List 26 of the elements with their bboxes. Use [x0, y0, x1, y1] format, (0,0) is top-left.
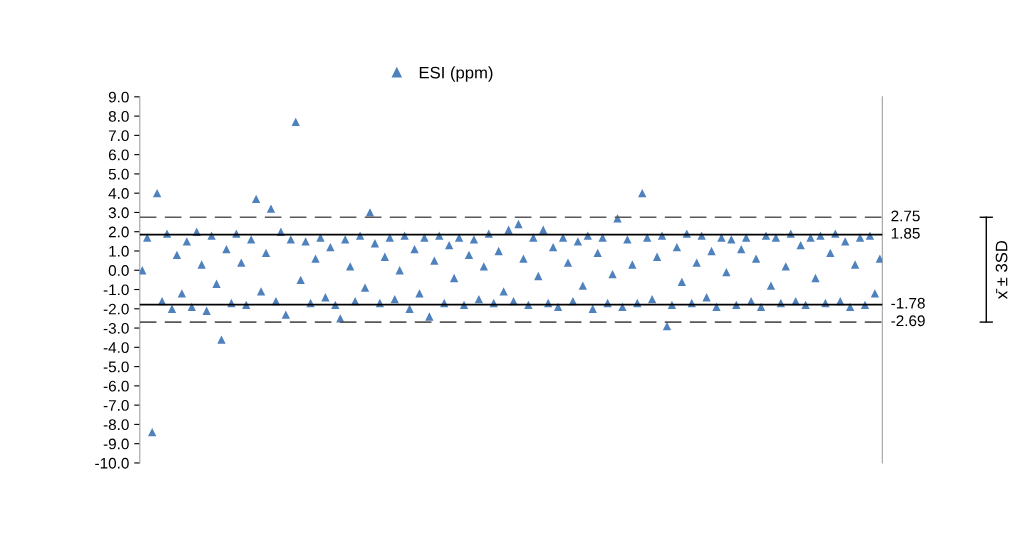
- ref-line-label: -1.78: [891, 297, 925, 309]
- y-tick-label: 2.0: [108, 226, 129, 238]
- text: x̄ ± 3SD: [995, 240, 1008, 300]
- y-tick-label: 6.0: [108, 149, 129, 161]
- y-tick-label: 4.0: [108, 188, 129, 199]
- y-tick-label: -9.0: [103, 438, 129, 450]
- y-tick-label: -2.0: [103, 303, 129, 315]
- y-tick-label: -5.0: [103, 361, 129, 373]
- ref-line-label: -2.69: [891, 315, 925, 327]
- y-tick-label: 3.0: [108, 207, 129, 219]
- ref-line-label: 2.75: [891, 210, 920, 222]
- y-tick-label: 0.0: [108, 265, 129, 276]
- y-tick-label: 9.0: [108, 91, 129, 103]
- y-tick-label: 1.0: [109, 245, 129, 257]
- y-tick-label: -8.0: [103, 419, 129, 431]
- legend-label: ESI (ppm): [419, 66, 493, 82]
- y-tick-label: -7.0: [103, 400, 129, 411]
- y-tick-label: 5.0: [108, 168, 129, 180]
- ref-line-label: 1.85: [891, 227, 920, 239]
- y-tick-label: -1.0: [103, 284, 129, 296]
- y-tick-label: -4.0: [103, 342, 129, 354]
- y-tick-label: -6.0: [103, 380, 129, 392]
- y-tick-label: 7.0: [108, 130, 129, 142]
- y-tick-label: 8.0: [108, 110, 129, 122]
- y-tick-label: -10.0: [95, 457, 129, 469]
- y-tick-label: -3.0: [103, 322, 129, 334]
